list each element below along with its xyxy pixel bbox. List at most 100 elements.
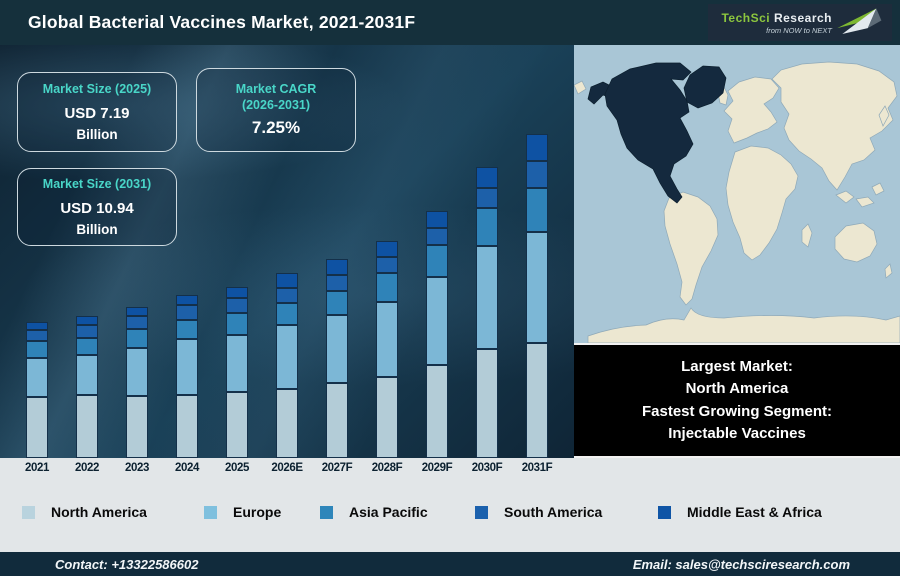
x-axis-label: 2029F <box>421 462 453 474</box>
market-cagr-value: 7.25% <box>251 117 301 137</box>
bar-2029F <box>426 211 448 458</box>
bar-segment <box>376 377 398 458</box>
x-axis-label: 2021 <box>25 462 49 474</box>
techsci-logo: TechSci Research from NOW to NEXT <box>708 4 892 41</box>
highlight-line: Injectable Vaccines <box>668 425 806 442</box>
bar-segment <box>426 245 448 277</box>
bar-segment <box>476 349 498 458</box>
legend-item-south-america: South America <box>475 504 602 520</box>
bar-segment <box>426 228 448 245</box>
market-size-2025-box: Market Size (2025) USD 7.19 Billion <box>17 72 177 152</box>
logo-brand-primary: TechSci <box>721 10 771 25</box>
bar-segment <box>76 355 98 395</box>
bar-2021 <box>26 322 48 458</box>
legend-label: Europe <box>233 504 282 520</box>
logo-tagline: from NOW to NEXT <box>766 25 832 35</box>
bar-segment <box>376 273 398 302</box>
bar-segment <box>126 329 148 348</box>
bar-segment <box>376 302 398 377</box>
legend-label: South America <box>504 504 603 520</box>
x-axis-label: 2027F <box>321 462 353 474</box>
legend-label: North America <box>51 504 147 520</box>
bar-segment <box>526 232 548 343</box>
bar-2023 <box>126 307 148 458</box>
legend-swatch-icon <box>204 505 217 519</box>
bar-segment <box>526 161 548 188</box>
bar-segment <box>376 257 398 273</box>
bar-segment <box>276 303 298 325</box>
bar-segment <box>326 275 348 291</box>
bar-2031F <box>526 134 548 458</box>
highlight-line: Largest Market: <box>681 357 793 375</box>
highlight-line: Fastest Growing Segment: <box>641 402 833 420</box>
legend-item-asia-pacific: Asia Pacific <box>320 504 428 520</box>
legend-item-europe: Europe <box>204 504 281 520</box>
logo-brand-secondary: Research <box>773 10 832 25</box>
bar-segment <box>276 325 298 389</box>
bar-segment <box>126 316 148 329</box>
market-size-2025-unit: Billion <box>76 126 118 142</box>
bar-segment <box>226 287 248 298</box>
bar-segment <box>476 188 498 208</box>
bar-segment <box>226 313 248 335</box>
legend-swatch-icon <box>658 505 671 519</box>
page-title: Global Bacterial Vaccines Market, 2021-2… <box>28 12 416 32</box>
bar-segment <box>76 325 98 338</box>
bar-segment <box>76 395 98 458</box>
market-size-2031-value: USD 10.94 <box>60 199 134 217</box>
legend-swatch-icon <box>22 505 35 519</box>
bar-2024 <box>176 295 198 458</box>
bar-2028F <box>376 241 398 458</box>
legend-item-north-america: North America <box>22 504 147 520</box>
bar-2030F <box>476 167 498 458</box>
bar-segment <box>526 134 548 161</box>
market-cagr-label-line2: (2026-2031) <box>241 98 311 112</box>
bar-segment <box>176 339 198 395</box>
legend-swatch-icon <box>475 505 488 519</box>
bar-segment <box>426 211 448 228</box>
bar-segment <box>26 358 48 397</box>
x-axis-label: 2024 <box>175 462 199 474</box>
highlight-line: North America <box>685 380 789 397</box>
bar-segment <box>526 188 548 232</box>
legend-band: 2021 2022 2023 2024 2025 2026E 2027F 2028F 2029F… <box>0 458 900 552</box>
bar-2022 <box>76 316 98 458</box>
bar-segment <box>226 335 248 392</box>
legend-label: Asia Pacific <box>349 504 428 520</box>
x-axis-label: 2022 <box>75 462 99 474</box>
world-map <box>574 45 900 343</box>
market-cagr-box: Market CAGR (2026-2031) 7.25% <box>196 68 356 152</box>
contact-phone: Contact: +13322586602 <box>55 556 199 572</box>
bar-segment <box>176 395 198 458</box>
contact-email: Email: sales@techsciresearch.com <box>632 556 850 572</box>
market-highlights-box: Largest Market: North America Fastest Grow… <box>574 343 900 458</box>
x-axis-label: 2026E <box>271 462 303 474</box>
bar-segment <box>526 343 548 458</box>
bar-segment <box>176 295 198 305</box>
bar-segment <box>26 341 48 358</box>
bar-segment <box>426 365 448 458</box>
stacked-bar-chart <box>0 45 574 458</box>
world-map-svg <box>574 45 900 343</box>
bar-segment <box>326 315 348 383</box>
bar-2026E <box>276 273 298 458</box>
bar-segment <box>226 392 248 458</box>
legend-label: Middle East & Africa <box>687 504 822 520</box>
bar-segment <box>26 322 48 330</box>
x-axis-label: 2028F <box>371 462 403 474</box>
bar-segment <box>426 277 448 365</box>
bar-2027F <box>326 259 348 458</box>
bar-segment <box>176 305 198 320</box>
bar-segment <box>476 167 498 188</box>
x-axis-label: 2030F <box>471 462 503 474</box>
bar-segment <box>276 389 298 458</box>
chart-panel: Market Size (2025) USD 7.19 Billion Mark… <box>0 45 574 458</box>
market-size-2025-label: Market Size (2025) <box>42 82 152 97</box>
x-axis-label: 2025 <box>225 462 249 474</box>
bar-segment <box>276 288 298 303</box>
bar-segment <box>326 259 348 275</box>
bar-segment <box>226 298 248 313</box>
bar-segment <box>26 397 48 458</box>
market-size-2031-box: Market Size (2031) USD 10.94 Billion <box>17 168 177 246</box>
bar-segment <box>276 273 298 288</box>
